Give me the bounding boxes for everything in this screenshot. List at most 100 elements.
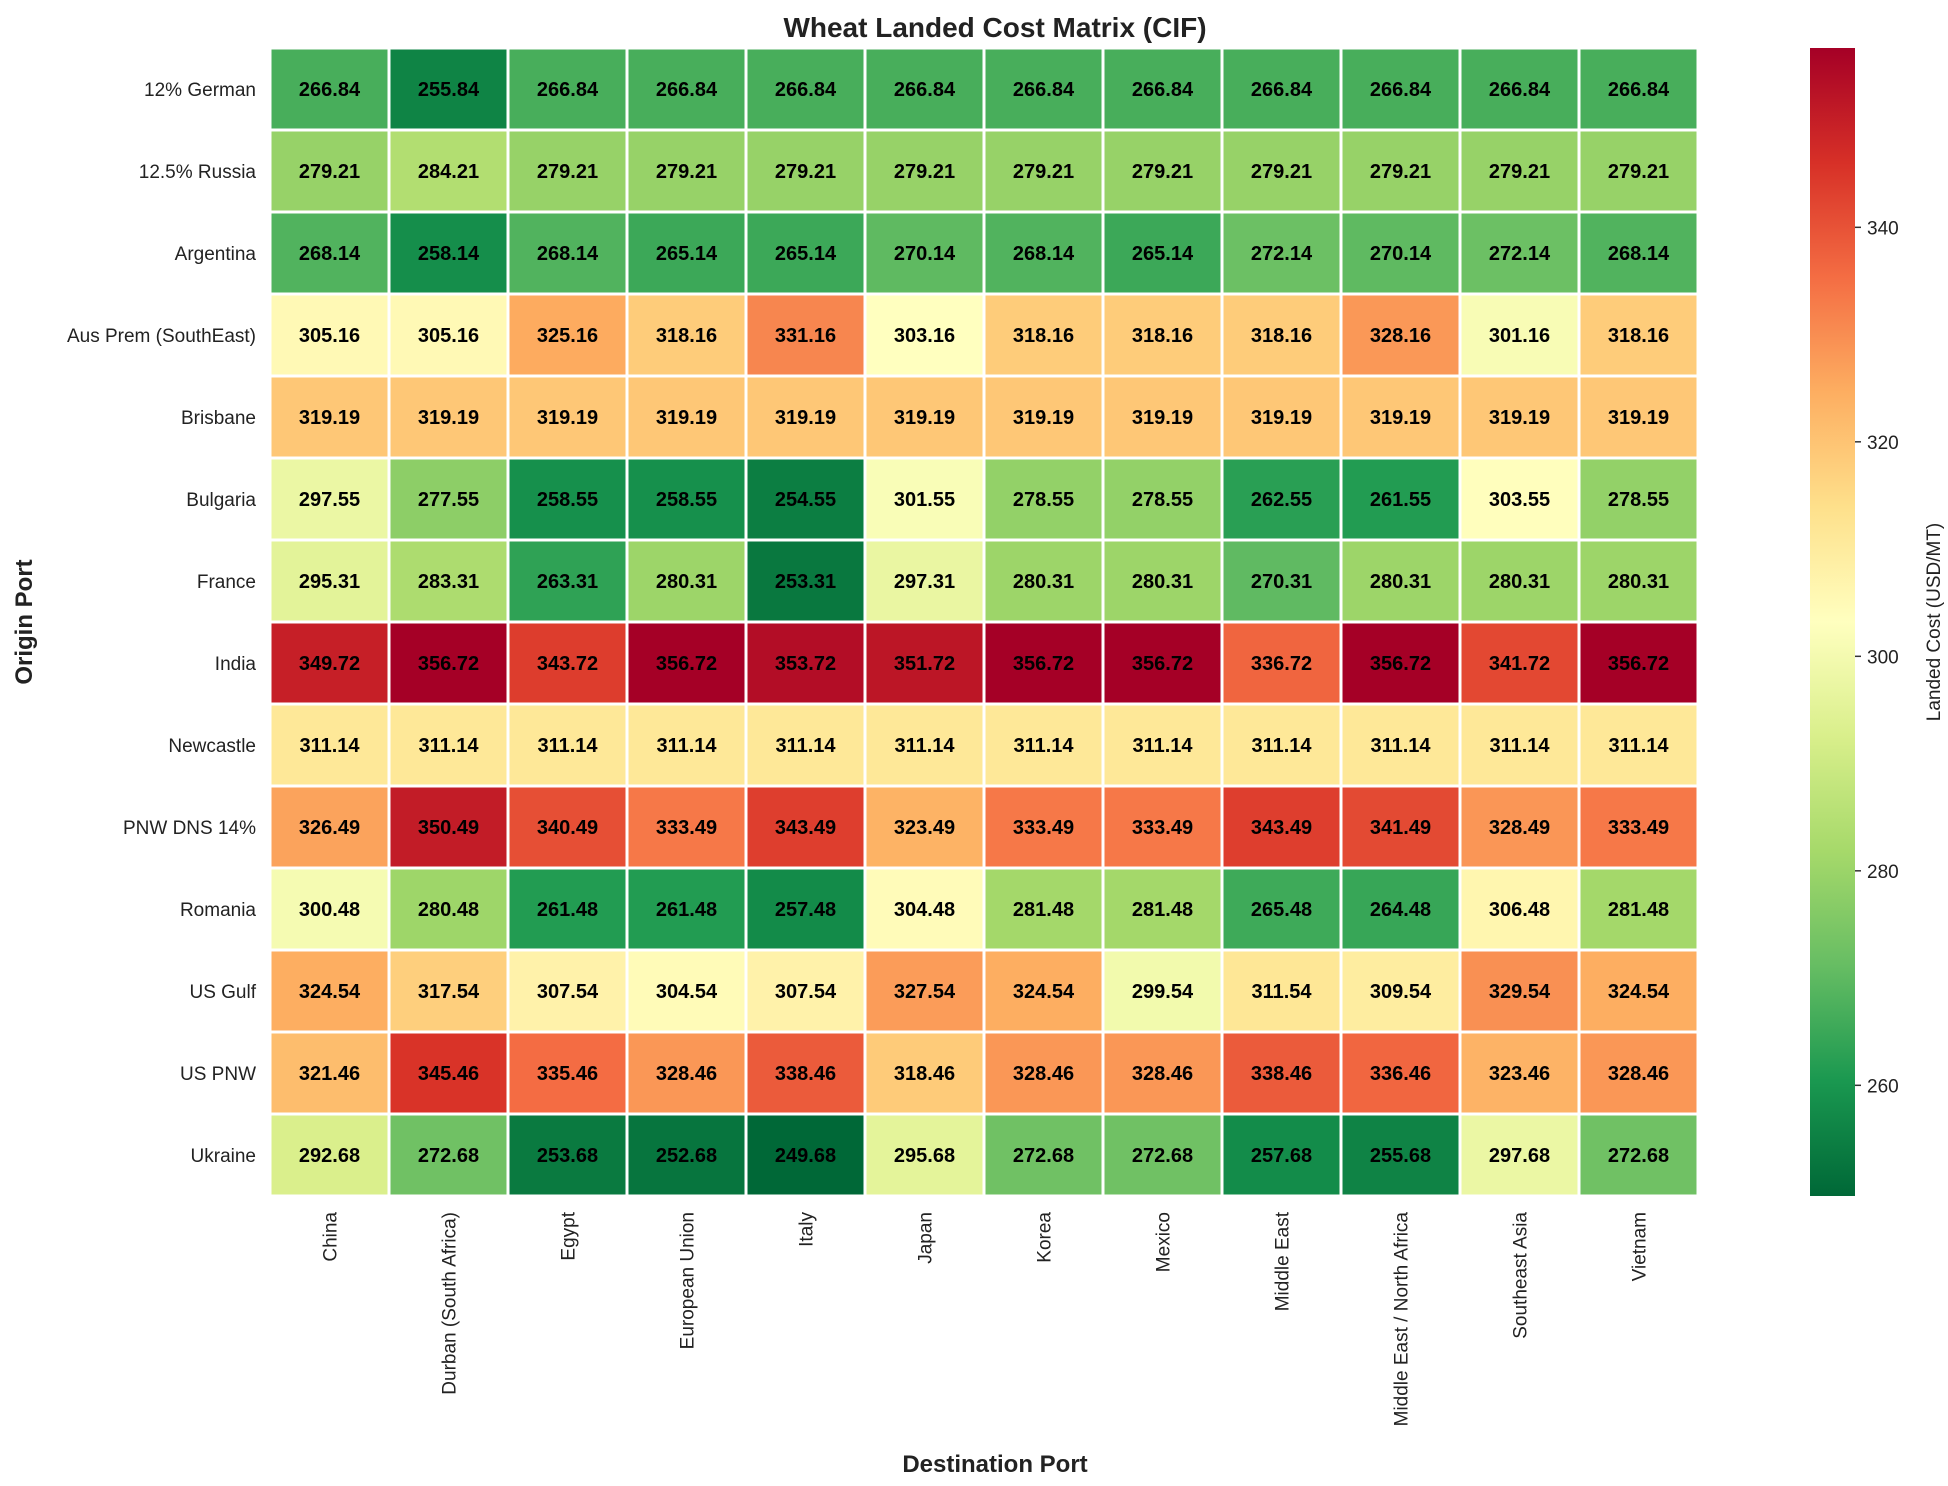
colorbar-tick-label: 340 xyxy=(1867,218,1899,239)
cell-value-label: 249.68 xyxy=(775,1145,836,1167)
cell-value-label: 336.46 xyxy=(1370,1063,1431,1085)
x-tick-label: Egypt xyxy=(559,1211,580,1260)
x-tick-label: Japan xyxy=(916,1212,937,1264)
cell-value-label: 319.19 xyxy=(656,407,717,429)
cell-value-label: 307.54 xyxy=(775,981,837,1003)
cell-value-label: 279.21 xyxy=(1251,161,1312,183)
cell-value-label: 306.48 xyxy=(1489,899,1550,921)
cell-value-label: 319.19 xyxy=(1132,407,1193,429)
y-tick-label: Aus Prem (SouthEast) xyxy=(67,326,256,347)
heatmap-cell xyxy=(387,866,510,952)
cell-value-label: 254.55 xyxy=(775,489,836,511)
cell-value-label: 311.14 xyxy=(1608,735,1669,757)
y-tick-label: 12.5% Russia xyxy=(139,162,257,183)
heatmap-cell xyxy=(982,128,1105,214)
cell-value-label: 266.84 xyxy=(1251,79,1313,101)
cell-value-label: 341.72 xyxy=(1489,653,1550,675)
cell-value-label: 338.46 xyxy=(1251,1063,1312,1085)
cell-value-label: 266.84 xyxy=(537,79,599,101)
cell-value-label: 266.84 xyxy=(1132,79,1194,101)
heatmap-cell xyxy=(268,292,391,378)
heatmap-cell xyxy=(506,1030,629,1116)
heatmap-cell xyxy=(1101,128,1224,214)
cell-value-label: 319.19 xyxy=(537,407,598,429)
cell-value-label: 280.31 xyxy=(1608,571,1669,593)
heatmap-cell xyxy=(1101,46,1224,132)
heatmap-cell xyxy=(982,866,1105,952)
cell-value-label: 297.31 xyxy=(894,571,955,593)
cell-value-label: 317.54 xyxy=(418,981,480,1003)
heatmap-cell xyxy=(1339,128,1462,214)
chart-title: Wheat Landed Cost Matrix (CIF) xyxy=(783,12,1206,43)
cell-value-label: 266.84 xyxy=(1370,79,1432,101)
cell-value-label: 270.14 xyxy=(1370,243,1432,265)
cell-value-label: 272.68 xyxy=(1608,1145,1669,1167)
cell-value-label: 280.31 xyxy=(656,571,717,593)
heatmap-cell xyxy=(982,456,1105,542)
cell-value-label: 311.14 xyxy=(1489,735,1550,757)
cell-value-label: 318.16 xyxy=(1251,325,1312,347)
cell-value-label: 281.48 xyxy=(1608,899,1669,921)
heatmap-cell xyxy=(982,784,1105,870)
y-tick-label: US PNW xyxy=(180,1064,256,1085)
y-tick-label: PNW DNS 14% xyxy=(123,818,256,839)
cell-value-label: 311.14 xyxy=(775,735,836,757)
cell-value-label: 319.19 xyxy=(894,407,955,429)
heatmap-cell xyxy=(982,948,1105,1034)
cell-value-label: 258.14 xyxy=(418,243,480,265)
x-tick-label: Southeast Asia xyxy=(1511,1212,1532,1339)
cell-value-label: 343.72 xyxy=(537,653,598,675)
heatmap-cell xyxy=(1577,1112,1700,1198)
cell-value-label: 266.84 xyxy=(1013,79,1075,101)
heatmap-cell xyxy=(1458,948,1581,1034)
heatmap-cell xyxy=(863,1030,986,1116)
cell-value-label: 284.21 xyxy=(418,161,479,183)
heatmap-cell xyxy=(744,1030,867,1116)
heatmap-cell xyxy=(863,1112,986,1198)
cell-value-label: 266.84 xyxy=(894,79,956,101)
y-tick-labels: 12% German 12.5% Russia Argentina Aus Prem … xyxy=(67,80,257,1167)
cell-value-label: 324.54 xyxy=(1608,981,1670,1003)
cell-value-label: 277.55 xyxy=(418,489,479,511)
heatmap-cell xyxy=(744,1112,867,1198)
heatmap-cell xyxy=(1577,456,1700,542)
y-tick-label: France xyxy=(197,572,256,593)
cell-value-label: 279.21 xyxy=(656,161,717,183)
cell-value-label: 345.46 xyxy=(418,1063,479,1085)
cell-value-label: 266.84 xyxy=(775,79,837,101)
cell-value-label: 318.16 xyxy=(1608,325,1669,347)
cell-value-label: 311.14 xyxy=(537,735,598,757)
cell-value-label: 278.55 xyxy=(1132,489,1193,511)
heatmap-cell xyxy=(387,374,510,460)
cell-value-label: 311.14 xyxy=(299,735,360,757)
heatmap-cell xyxy=(268,46,391,132)
colorbar-label: Landed Cost (USD/MT) xyxy=(1924,523,1945,722)
heatmap-cell xyxy=(1339,1112,1462,1198)
cell-value-label: 266.84 xyxy=(1489,79,1551,101)
y-tick-label: Newcastle xyxy=(168,736,256,757)
x-tick-label: Korea xyxy=(1035,1212,1056,1263)
cell-value-label: 343.49 xyxy=(775,817,836,839)
cell-value-label: 266.84 xyxy=(1608,79,1670,101)
cell-value-label: 270.14 xyxy=(894,243,956,265)
cell-value-label: 318.16 xyxy=(656,325,717,347)
cell-value-label: 252.68 xyxy=(656,1145,717,1167)
heatmap-cell xyxy=(268,374,391,460)
cell-value-label: 321.46 xyxy=(299,1063,360,1085)
cell-value-label: 272.14 xyxy=(1251,243,1313,265)
heatmap-cell xyxy=(506,538,629,624)
heatmap-cell xyxy=(1339,46,1462,132)
cell-value-label: 323.46 xyxy=(1489,1063,1550,1085)
cell-value-label: 253.31 xyxy=(775,571,836,593)
x-tick-labels: China Durban (South Africa) Egypt European … xyxy=(321,1211,1651,1426)
cell-value-label: 356.72 xyxy=(418,653,479,675)
heatmap-cell xyxy=(1220,128,1343,214)
cell-value-label: 333.49 xyxy=(1013,817,1074,839)
heatmap-cell xyxy=(1458,292,1581,378)
cell-value-label: 329.54 xyxy=(1489,981,1551,1003)
y-tick-label: Bulgaria xyxy=(186,490,256,511)
cell-value-label: 279.21 xyxy=(1013,161,1074,183)
cell-value-label: 279.21 xyxy=(1370,161,1431,183)
cell-value-label: 356.72 xyxy=(1608,653,1669,675)
